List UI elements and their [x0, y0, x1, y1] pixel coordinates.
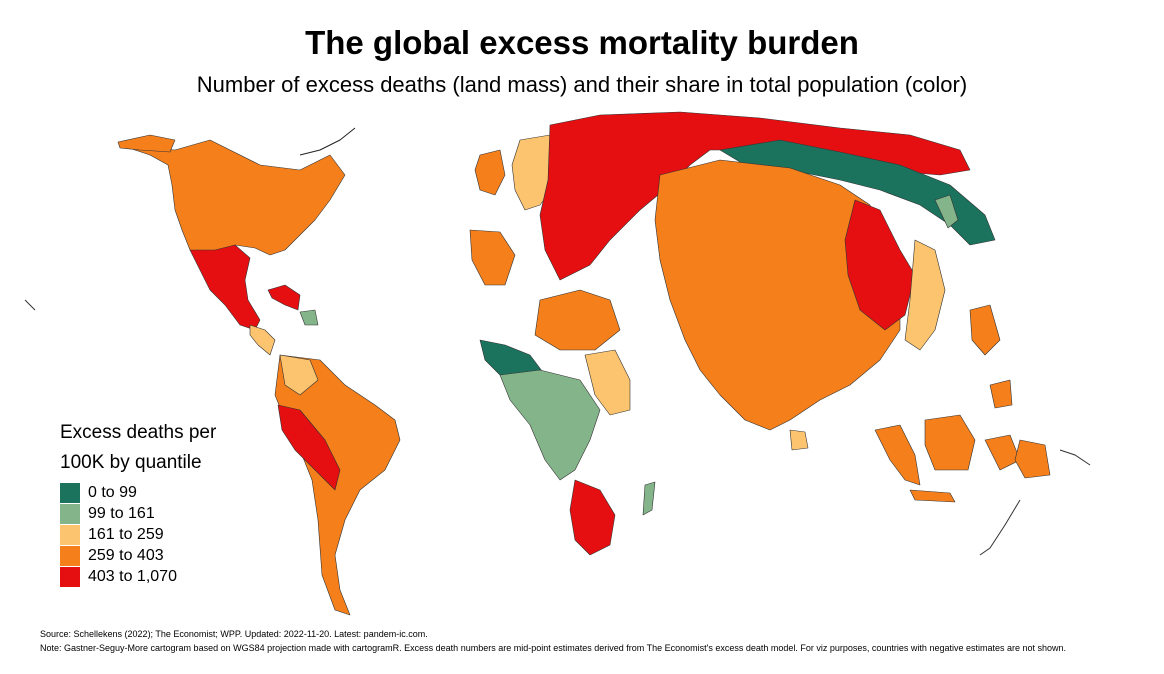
region-central-america	[249, 324, 276, 356]
region-philippines	[969, 304, 1001, 356]
region-papua	[1014, 439, 1051, 479]
legend-item: 259 to 403	[60, 545, 280, 566]
legend-item: 0 to 99	[60, 482, 280, 503]
region-sumatra	[874, 424, 921, 486]
source-note: Source: Schellekens (2022); The Economis…	[40, 629, 428, 639]
legend-label: 259 to 403	[88, 546, 164, 564]
legend-swatch	[60, 545, 80, 566]
legend-label: 99 to 161	[88, 504, 155, 522]
map-subtitle: Number of excess deaths (land mass) and …	[196, 72, 968, 97]
region-new-zealand	[979, 499, 1021, 556]
region-peru	[277, 404, 341, 491]
region-western-europe	[469, 229, 516, 286]
region-java	[909, 489, 956, 503]
region-sri-lanka	[789, 429, 809, 451]
legend: Excess deaths per 100K by quantile 0 to …	[60, 418, 280, 587]
region-north-america	[119, 139, 346, 256]
region-colombia	[279, 354, 319, 396]
legend-swatch	[60, 566, 80, 587]
region-mexico	[189, 244, 261, 331]
region-madagascar	[642, 481, 656, 516]
legend-swatch	[60, 503, 80, 524]
region-vietnam	[989, 379, 1013, 409]
region-east-africa	[584, 349, 631, 416]
map-title: The global excess mortality burden	[305, 24, 859, 61]
region-alaska	[117, 134, 176, 153]
legend-items: 0 to 99 99 to 161 161 to 259 259 to 403 …	[60, 482, 280, 587]
region-india	[654, 159, 901, 431]
region-china	[844, 199, 916, 331]
methodology-note: Note: Gastner-Seguy-More cartogram based…	[40, 643, 1067, 653]
region-central-africa	[499, 369, 601, 481]
legend-item: 403 to 1,070	[60, 566, 280, 587]
region-sulawesi	[984, 434, 1021, 471]
legend-swatch	[60, 524, 80, 545]
legend-title-line2: 100K by quantile	[60, 452, 202, 473]
legend-label: 403 to 1,070	[88, 567, 177, 585]
region-greenland-outline	[299, 127, 356, 156]
region-caribbean	[299, 309, 319, 326]
region-uk	[474, 149, 506, 196]
region-cuba	[267, 284, 301, 311]
legend-label: 161 to 259	[88, 525, 164, 543]
region-southeast-asia-strip	[904, 239, 946, 351]
legend-swatch	[60, 482, 80, 503]
region-south-america	[274, 354, 401, 616]
region-middle-east	[534, 289, 621, 351]
legend-label: 0 to 99	[88, 483, 137, 501]
region-hawaii	[24, 299, 36, 311]
region-borneo	[924, 414, 976, 471]
legend-item: 161 to 259	[60, 524, 280, 545]
region-pacific-islands	[1059, 449, 1091, 466]
legend-item: 99 to 161	[60, 503, 280, 524]
region-siberia-east	[719, 139, 996, 246]
legend-title-line1: Excess deaths per	[60, 422, 217, 443]
region-japan	[934, 194, 959, 229]
region-southern-africa	[569, 479, 616, 556]
